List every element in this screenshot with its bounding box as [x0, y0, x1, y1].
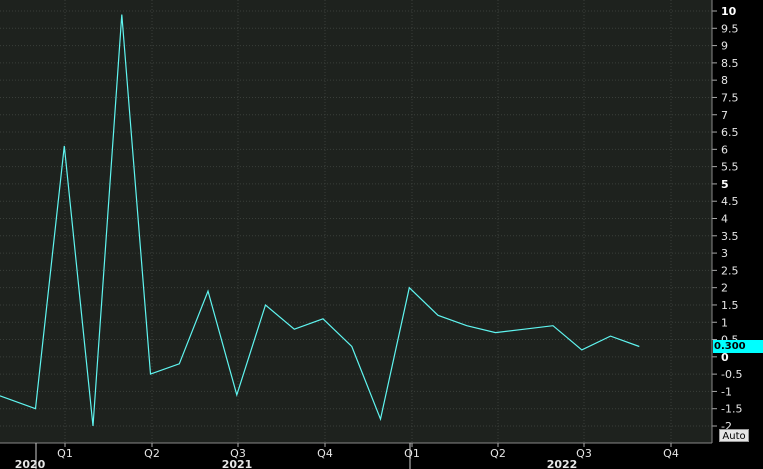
x-tick-label: Q4 — [317, 447, 333, 460]
y-tick-label: 7 — [721, 109, 728, 122]
y-tick-label: -0.5 — [721, 368, 742, 381]
y-tick-label: 1 — [721, 316, 728, 329]
last-value-badge: 0.300 — [713, 340, 763, 353]
y-tick-label: 1.5 — [721, 299, 739, 312]
y-tick-label: 2.5 — [721, 264, 739, 277]
y-tick-label: 2 — [721, 282, 728, 295]
y-tick-label: 3 — [721, 247, 728, 260]
x-tick-label: Q2 — [490, 447, 506, 460]
y-tick-label: 6.5 — [721, 126, 739, 139]
y-tick-label: 8 — [721, 74, 728, 87]
y-tick-label: 7.5 — [721, 91, 739, 104]
y-tick-label: -1 — [721, 385, 732, 398]
x-tick-label: Q2 — [144, 447, 160, 460]
y-tick-label: 5.5 — [721, 161, 739, 174]
y-tick-label: 3.5 — [721, 230, 739, 243]
y-tick-label: 9.5 — [721, 22, 739, 35]
auto-scale-button[interactable]: Auto — [719, 429, 749, 442]
x-tick-label: Q4 — [663, 447, 679, 460]
y-tick-label: 4.5 — [721, 195, 739, 208]
year-label: 2020 — [15, 458, 46, 469]
y-tick-label: 5 — [721, 178, 729, 191]
x-tick-label: Q1 — [404, 447, 420, 460]
y-tick-label: 8.5 — [721, 57, 739, 70]
y-tick-label: 9 — [721, 40, 728, 53]
year-label: 2022 — [547, 458, 578, 469]
y-tick-label: 10 — [721, 5, 737, 18]
year-label: 2021 — [222, 458, 253, 469]
y-tick-label: 6 — [721, 143, 728, 156]
x-axis-band — [0, 443, 763, 469]
x-tick-label: Q3 — [576, 447, 592, 460]
y-tick-label: -1.5 — [721, 403, 742, 416]
x-tick-label: Q1 — [57, 447, 73, 460]
y-tick-label: 4 — [721, 213, 728, 226]
